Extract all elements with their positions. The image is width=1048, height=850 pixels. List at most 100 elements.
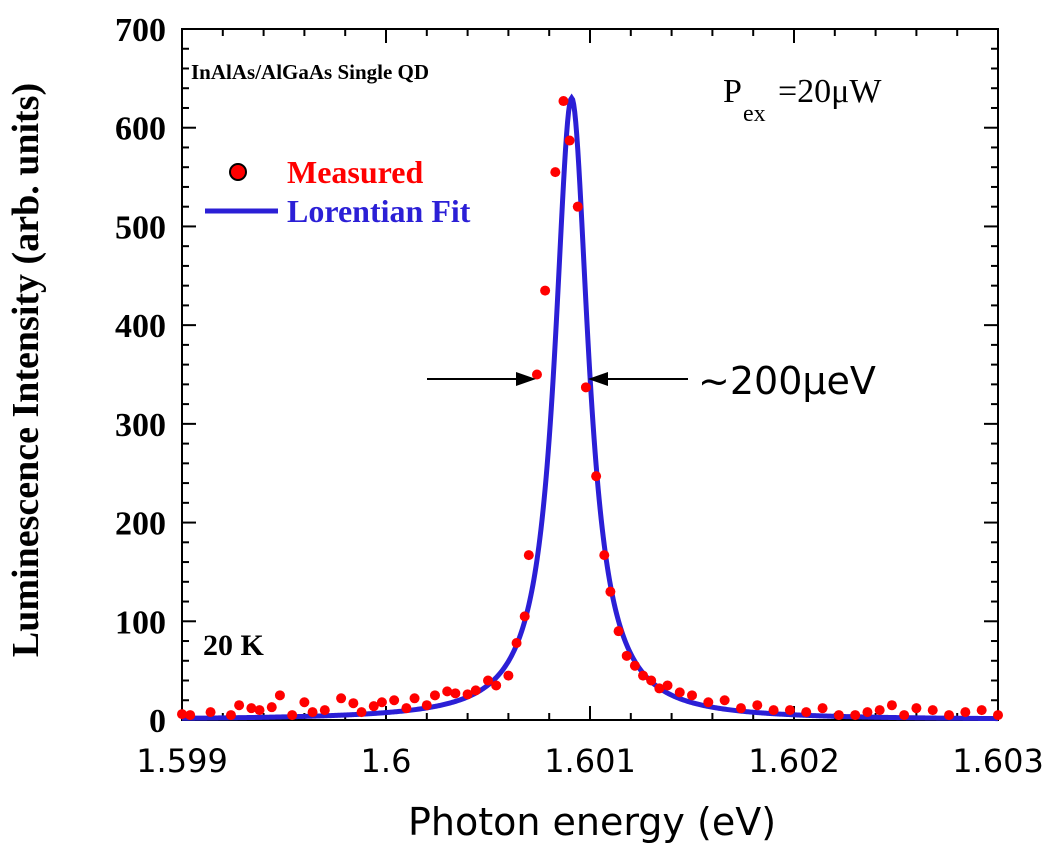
measured-point [801, 707, 812, 718]
measured-point [591, 471, 602, 482]
y-axis-label: Luminescence Intensity (arb. units) [5, 83, 47, 657]
y-tick-label: 300 [115, 407, 166, 444]
y-tick-label: 400 [115, 308, 166, 345]
measured-point [376, 697, 387, 708]
measured-point [850, 710, 861, 721]
legend: Measured Lorentian Fit [205, 154, 471, 229]
fit-layer [181, 93, 999, 722]
x-tick-label: 1.602 [748, 742, 840, 780]
measured-point [442, 686, 453, 697]
measured-point [307, 707, 318, 718]
measured-point [703, 697, 714, 708]
measured-point [470, 685, 481, 696]
x-tick-label: 1.603 [952, 742, 1044, 780]
measured-point [409, 693, 420, 704]
measured-point [234, 700, 245, 711]
measured-point [613, 626, 624, 637]
legend-measured-label: Measured [287, 154, 423, 190]
measured-point [462, 689, 473, 700]
measured-point [927, 705, 938, 716]
x-axis-label: Photon energy (eV) [408, 800, 776, 844]
fwhm-right-arrowhead [588, 372, 608, 386]
measured-point [638, 670, 649, 681]
power-subscript: ex [743, 101, 766, 127]
y-tick-label: 700 [115, 12, 166, 49]
measured-point [368, 701, 379, 712]
measured-point [356, 707, 367, 718]
measured-point [862, 707, 873, 718]
measured-point [429, 690, 440, 701]
measured-point [833, 710, 844, 721]
measured-point [960, 707, 971, 718]
measured-point [531, 369, 542, 380]
measured-point [662, 680, 673, 691]
measured-point [886, 700, 897, 711]
power-annotation: P ex =20μW [723, 73, 882, 127]
measured-point [225, 710, 236, 721]
measured-point [572, 201, 583, 212]
y-tick-label: 0 [149, 703, 166, 740]
measured-point [719, 695, 730, 706]
fwhm-label: ~200μeV [698, 359, 876, 403]
axis-ticks [181, 28, 999, 721]
lorentzian-fit-line [181, 93, 999, 722]
measured-point [752, 700, 763, 711]
measured-point [768, 705, 779, 716]
measured-point [205, 707, 216, 718]
x-tick-label: 1.6 [361, 742, 412, 780]
measured-point [319, 705, 330, 716]
measured-point [401, 703, 412, 714]
measured-point [177, 709, 187, 720]
x-tick-label: 1.599 [136, 742, 228, 780]
measured-point [483, 675, 493, 686]
measured-point [874, 705, 885, 716]
y-tick-labels: 0 100 200 300 400 500 600 700 [115, 12, 166, 740]
measured-point [784, 705, 795, 716]
measured-point [735, 703, 746, 714]
x-tick-labels: 1.599 1.6 1.601 1.602 1.603 [136, 742, 1044, 780]
measured-point [580, 382, 591, 393]
x-tick-label: 1.601 [544, 742, 636, 780]
measured-point [519, 611, 530, 622]
measured-point [450, 688, 461, 699]
measured-point [336, 693, 347, 704]
measured-point [911, 703, 922, 714]
measured-points [177, 96, 1003, 721]
measured-point [817, 703, 828, 714]
measured-point [185, 710, 196, 721]
measured-point [540, 285, 551, 296]
power-value: =20μW [778, 73, 882, 110]
temperature-label: 20 K [203, 629, 265, 662]
measured-point [511, 638, 522, 649]
fwhm-left-arrowhead [516, 372, 536, 386]
measured-point [621, 650, 632, 661]
measured-point [976, 705, 987, 716]
measured-point [605, 586, 616, 597]
power-symbol: P [723, 73, 742, 110]
measured-point [348, 698, 359, 709]
y-tick-label: 600 [115, 111, 166, 148]
measured-point [421, 700, 432, 711]
measured-point [491, 680, 502, 691]
legend-measured-marker [229, 163, 247, 181]
measured-point [654, 683, 665, 694]
y-tick-label: 200 [115, 506, 166, 543]
measured-point [389, 695, 400, 706]
measured-point [564, 135, 575, 146]
measured-point [993, 710, 1003, 721]
measured-point [246, 703, 257, 714]
measured-point [274, 690, 285, 701]
measured-point [254, 705, 265, 716]
measured-point [629, 660, 640, 671]
measured-point [266, 702, 277, 713]
measured-point [287, 710, 298, 721]
measured-point [899, 710, 910, 721]
measured-point [558, 96, 569, 107]
measured-point [687, 690, 697, 701]
measured-point [503, 670, 514, 681]
measured-point [944, 710, 955, 721]
y-tick-label: 100 [115, 604, 166, 641]
y-tick-label: 500 [115, 209, 166, 246]
measured-point [523, 550, 534, 561]
